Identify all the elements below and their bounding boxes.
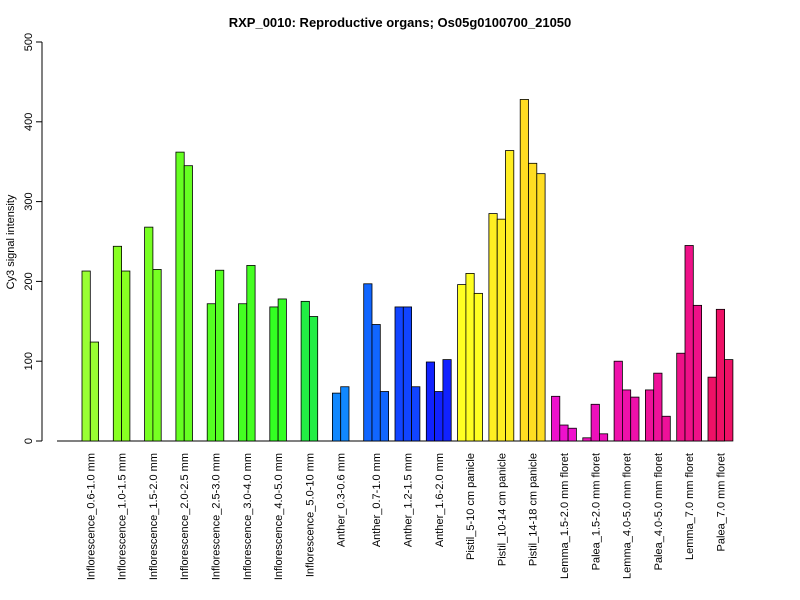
bar <box>496 218 506 442</box>
bar <box>246 265 256 442</box>
bars <box>81 99 734 442</box>
x-tick-label: Palea_7.0 mm floret <box>715 453 727 551</box>
bar <box>238 303 248 442</box>
bar <box>81 270 91 442</box>
bar <box>379 391 389 442</box>
chart-title: RXP_0010: Reproductive organs; Os05g0100… <box>229 15 572 30</box>
bar <box>528 162 538 442</box>
bar <box>175 151 185 442</box>
x-tick-label: Inflorescence_2.5-3.0 mm <box>211 453 223 580</box>
bar <box>331 392 342 442</box>
bar <box>269 306 279 442</box>
bar <box>425 361 435 442</box>
bar <box>645 389 655 442</box>
bar <box>488 213 498 442</box>
x-tick-label: Inflorescence_3.0-4.0 mm <box>242 453 254 580</box>
x-tick-label: Anther_1.6-2.0 mm <box>434 453 446 547</box>
bar <box>724 359 734 442</box>
y-tick-label: 0 <box>23 438 35 444</box>
y-axis-label: Cy3 signal intensity <box>5 194 17 289</box>
x-tick-label: Lemma_1.5-2.0 mm floret <box>559 453 571 579</box>
bar <box>457 284 467 442</box>
x-tick-label: Pistil_14-18 cm panicle <box>528 453 540 566</box>
bar <box>519 99 529 442</box>
x-tick-label: Inflorescence_5.0-10 mm <box>304 453 316 577</box>
x-tick-label: Inflorescence_0.6-1.0 mm <box>85 453 97 580</box>
bar <box>661 415 671 442</box>
bar <box>473 292 483 442</box>
bar <box>121 270 131 442</box>
y-tick-label: 100 <box>23 352 35 370</box>
bar <box>536 173 546 442</box>
x-tick-label: Anther_0.3-0.6 mm <box>336 453 348 547</box>
x-tick-label: Inflorescence_1.0-1.5 mm <box>117 453 129 580</box>
x-tick-label: Inflorescence_1.5-2.0 mm <box>148 453 160 580</box>
bar <box>300 300 310 442</box>
bar <box>715 308 725 442</box>
x-tick-label: Inflorescence_2.0-2.5 mm <box>179 453 191 580</box>
bar <box>394 306 404 442</box>
bar <box>505 150 515 442</box>
bar <box>465 273 475 442</box>
y-tick-label: 200 <box>23 272 35 290</box>
x-tick-label: Pistil_5-10 cm panicle <box>465 453 477 560</box>
bar <box>630 396 640 442</box>
bar <box>277 298 287 442</box>
x-tick-label: Palea_4.0-5.0 mm floret <box>653 453 665 570</box>
bar <box>567 427 577 442</box>
x-tick-label: Lemma_7.0 mm floret <box>684 453 696 560</box>
bar <box>112 245 123 442</box>
bar <box>183 165 193 442</box>
bar <box>340 386 350 442</box>
bar <box>363 283 373 442</box>
bar <box>402 306 412 442</box>
bar <box>613 360 623 442</box>
y-tick-label: 400 <box>23 113 35 131</box>
x-tick-label: Inflorescence_4.0-5.0 mm <box>273 453 285 580</box>
bar <box>676 352 686 442</box>
bar <box>152 269 162 442</box>
x-tick-label: Lemma_4.0-5.0 mm floret <box>622 453 634 579</box>
bar <box>622 389 632 442</box>
bar <box>442 359 452 442</box>
bar <box>590 403 600 442</box>
bar <box>144 226 154 442</box>
bar <box>434 391 444 442</box>
bar <box>582 437 592 442</box>
bar <box>215 269 225 442</box>
category-labels: Inflorescence_0.6-1.0 mm Inflorescence_1.… <box>85 453 727 580</box>
y-axis: 0 100 200 300 400 500 <box>23 33 43 444</box>
bar <box>206 303 216 442</box>
bar <box>707 376 717 442</box>
x-tick-label: Anther_1.2-1.5 mm <box>402 453 414 547</box>
bar <box>653 372 663 442</box>
bar <box>551 395 561 442</box>
bar <box>692 304 702 442</box>
bar <box>599 433 609 442</box>
bar <box>89 341 100 442</box>
x-tick-label: Palea_1.5-2.0 mm floret <box>590 453 602 570</box>
x-tick-label: Pistil_10-14 cm panicle <box>496 453 508 566</box>
bar <box>411 386 421 442</box>
y-tick-label: 300 <box>23 192 35 210</box>
x-tick-label: Anther_0.7-1.0 mm <box>371 453 383 547</box>
bar <box>559 424 569 442</box>
y-tick-label: 500 <box>23 33 35 51</box>
bar <box>684 245 694 442</box>
bar <box>371 324 381 442</box>
bar <box>308 316 319 442</box>
